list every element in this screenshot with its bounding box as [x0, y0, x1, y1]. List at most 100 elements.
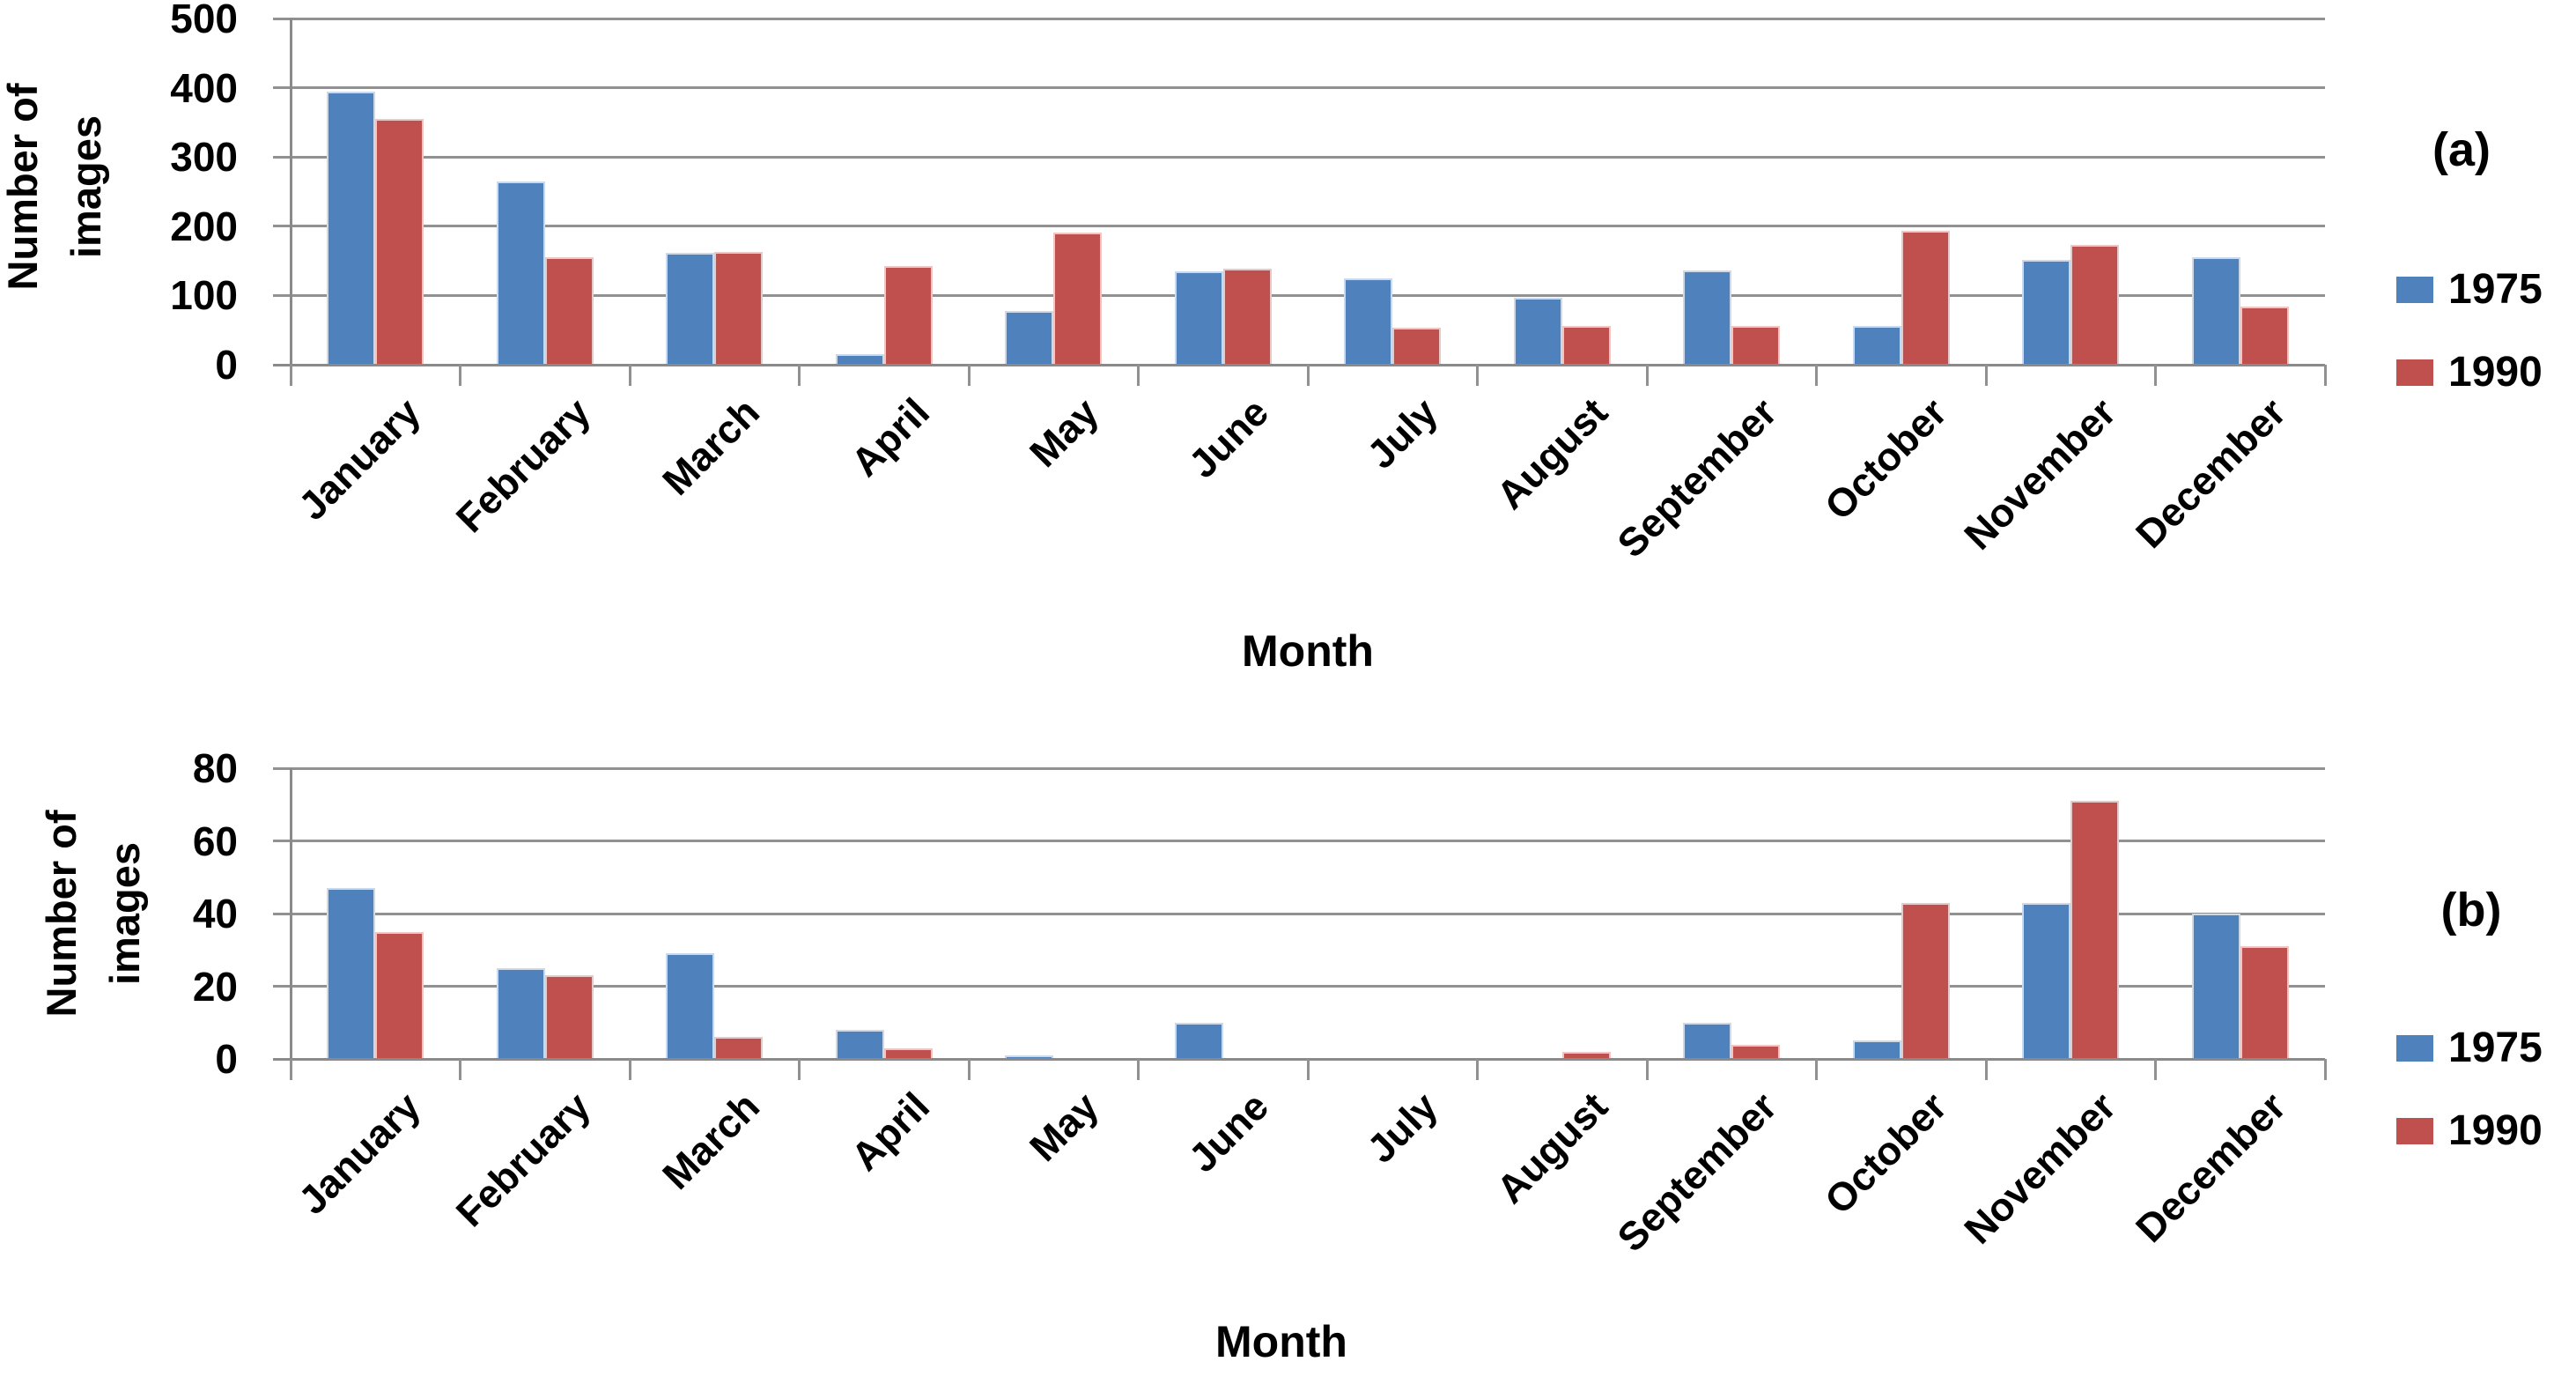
bar-1990	[1731, 325, 1781, 365]
x-tick-label: May	[1021, 1084, 1108, 1170]
plot-area-a: 0 100 200 300 400 500 January February March Apri…	[170, 0, 2327, 566]
legend-label: 1975	[2448, 1025, 2543, 1071]
x-tick	[967, 365, 971, 386]
bar-1990	[883, 1047, 933, 1059]
y-tick	[273, 155, 291, 159]
y-tick-label: 400	[170, 64, 238, 111]
x-tick	[1645, 1059, 1649, 1080]
y-tick	[273, 840, 291, 842]
x-tick	[798, 365, 801, 386]
y-tick-label: 100	[170, 272, 238, 319]
bar-1975	[1005, 1055, 1054, 1059]
x-tick-label: October	[1815, 1084, 1955, 1224]
x-tick	[1306, 1059, 1310, 1080]
x-tick-label: March	[653, 389, 769, 504]
x-tick	[1984, 1059, 1988, 1080]
bar-1975	[2191, 914, 2240, 1059]
x-tick	[628, 365, 631, 386]
x-tick	[459, 1059, 461, 1080]
bar-1975	[1344, 278, 1393, 365]
bar-1975	[835, 1030, 884, 1059]
x-tick	[798, 1059, 801, 1080]
x-tick-label: September	[1608, 1084, 1786, 1261]
legend-swatch-1975-icon	[2396, 1035, 2433, 1062]
x-tick	[1476, 1059, 1479, 1080]
legend-swatch-1990-icon	[2396, 1118, 2433, 1144]
bar-1990	[1392, 328, 1442, 365]
bar-1975	[1683, 1022, 1732, 1059]
legend-label: 1990	[2448, 349, 2543, 396]
y-axis-title: Number of images	[0, 84, 118, 291]
x-tick-label: August	[1487, 1084, 1616, 1212]
x-tick	[1815, 365, 1818, 386]
y-tick	[273, 293, 291, 297]
y-tick-label: 300	[170, 134, 238, 181]
y-tick-label: 80	[192, 745, 238, 791]
x-tick	[967, 1059, 971, 1080]
y-axis-line	[290, 768, 292, 1059]
bar-1975	[1174, 270, 1223, 365]
x-tick	[2154, 365, 2157, 386]
x-tick-label: November	[1955, 389, 2125, 559]
y-tick	[273, 985, 291, 988]
gridline	[291, 293, 2325, 297]
x-tick	[1476, 365, 1479, 386]
x-tick-label: April	[842, 389, 938, 485]
x-tick-label: April	[842, 1084, 938, 1180]
bar-1975	[1005, 311, 1054, 365]
legend-item: 1975	[2396, 267, 2543, 313]
bar-1975	[1852, 1040, 1901, 1059]
x-tick	[1306, 365, 1310, 386]
bar-1975	[835, 354, 884, 365]
bar-1975	[1513, 297, 1562, 365]
x-tick-label: November	[1955, 1084, 2125, 1253]
gridline	[291, 17, 2325, 20]
bar-1975	[2191, 257, 2240, 365]
bar-1990	[1901, 902, 1950, 1059]
gridline	[291, 225, 2325, 228]
x-tick-label: January	[290, 1084, 430, 1224]
panel-label-a: (a)	[2432, 123, 2491, 176]
gridline	[291, 766, 2325, 770]
y-tick-label: 200	[170, 203, 238, 249]
bar-1975	[1852, 325, 1901, 365]
x-tick	[2323, 365, 2327, 386]
x-tick	[289, 1059, 292, 1080]
x-tick-label: October	[1815, 389, 1955, 529]
y-tick-label: 0	[215, 1036, 238, 1082]
bar-1990	[1053, 232, 1103, 365]
x-tick-label: May	[1021, 389, 1108, 476]
legend-item: 1990	[2396, 1108, 2543, 1154]
bar-1990	[883, 266, 933, 365]
legend-swatch-1975-icon	[2396, 277, 2433, 303]
bar-1975	[1683, 270, 1732, 365]
x-tick-label: December	[2126, 389, 2294, 557]
bar-1990	[2070, 801, 2120, 1059]
x-axis-title: Month	[1242, 626, 1374, 676]
x-tick	[1984, 365, 1988, 386]
x-tick	[2154, 1059, 2157, 1080]
bar-1990	[1222, 268, 1272, 365]
bar-1990	[544, 975, 594, 1059]
legend-swatch-1990-icon	[2396, 359, 2433, 386]
bar-1990	[375, 118, 424, 365]
bar-1975	[666, 953, 715, 1059]
y-tick	[273, 766, 291, 770]
legend-label: 1975	[2448, 266, 2543, 313]
bar-1975	[666, 252, 715, 365]
x-axis-title: Month	[1215, 1317, 1347, 1366]
y-axis-title-line2: images	[63, 115, 109, 258]
x-tick-label: February	[447, 389, 599, 542]
panel-label-b: (b)	[2440, 884, 2502, 936]
bar-1990	[375, 931, 424, 1059]
gridline	[291, 985, 2325, 988]
x-tick	[459, 365, 461, 386]
y-tick-label: 40	[192, 891, 238, 936]
y-tick	[273, 225, 291, 228]
bar-1990	[714, 251, 764, 365]
x-axis-line	[273, 1057, 2325, 1061]
plot-area-b: 0 20 40 60 80 January February March April May Jun…	[193, 745, 2327, 1261]
x-tick-label: March	[653, 1084, 769, 1198]
bar-1990	[544, 257, 594, 365]
